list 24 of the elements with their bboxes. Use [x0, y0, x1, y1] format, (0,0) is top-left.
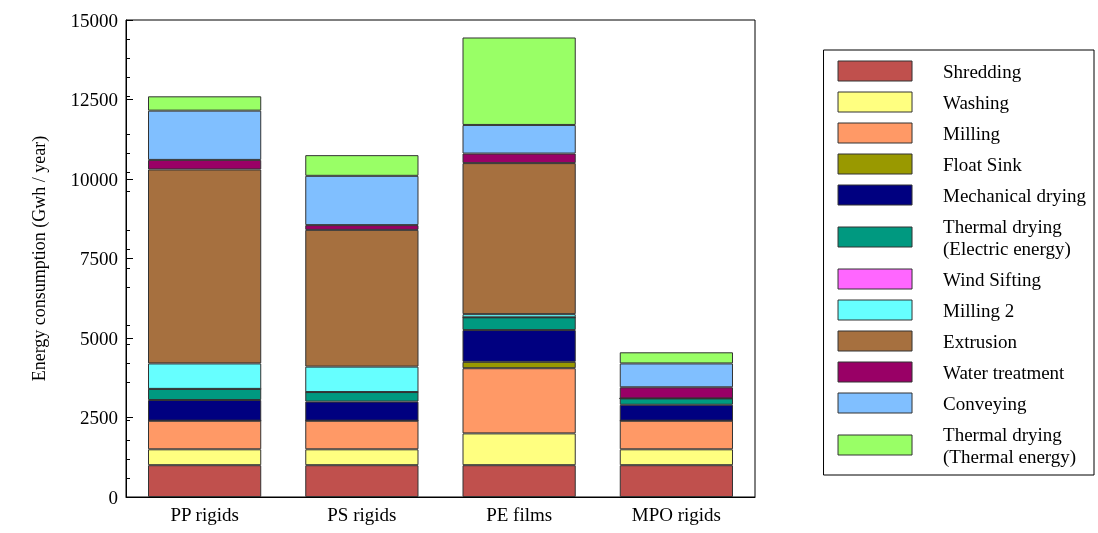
legend-label: Float Sink [943, 153, 1023, 175]
y-axis-title: Energy consumption (Gwh / year) [29, 135, 50, 382]
legend-label: Thermal drying (Electric energy) [943, 215, 1071, 260]
legend-label: Milling 2 [943, 299, 1015, 321]
legend-label: Thermal drying (Thermal energy) [943, 423, 1077, 468]
y-tick-label: 7500 [80, 248, 118, 269]
y-tick-label: 15000 [70, 9, 118, 31]
legend-label: Wind Sifting [943, 268, 1042, 290]
legend-label: Washing [943, 91, 1010, 113]
y-tick-label: 0 [108, 486, 118, 508]
x-tick-label: PS rigids [327, 504, 397, 525]
x-tick-label: PP rigids [170, 504, 239, 525]
x-tick-label: PE films [486, 504, 553, 525]
legend-label: Mechanical drying [943, 184, 1087, 206]
y-tick-label: 5000 [80, 327, 118, 349]
x-tick-label: MPO rigids [631, 504, 721, 525]
legend-label: Extrusion [943, 330, 1018, 352]
legend-label: Water treatment [943, 361, 1066, 383]
legend-label: Shredding [943, 60, 1022, 82]
legend-label: Conveying [943, 392, 1027, 414]
y-tick-label: 2500 [80, 407, 118, 428]
y-tick-label: 10000 [70, 168, 118, 190]
y-tick-label: 12500 [70, 89, 118, 110]
legend-label: Milling [943, 122, 1001, 144]
